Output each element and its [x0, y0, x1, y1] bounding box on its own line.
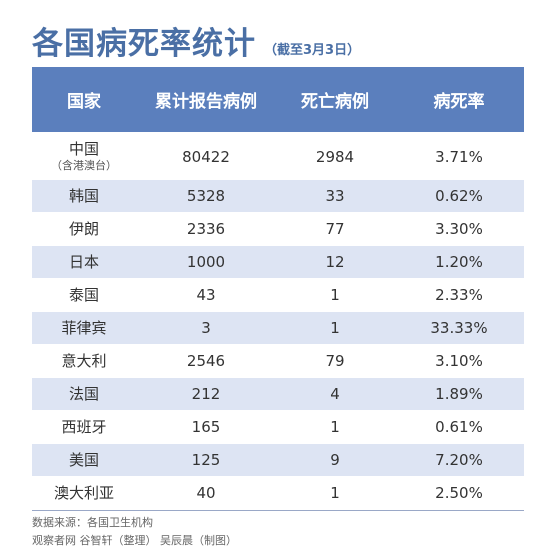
cell-country: 美国	[32, 451, 136, 469]
table-row: 日本 1000 12 1.20%	[32, 246, 524, 279]
page-title: 各国病死率统计	[32, 26, 256, 62]
page-subtitle: （截至3月3日）	[264, 43, 361, 58]
cell-deaths: 1	[330, 286, 340, 304]
title-row: 各国病死率统计 （截至3月3日）	[32, 18, 360, 63]
cell-country: 澳大利亚	[32, 484, 136, 502]
country-name: 泰国	[68, 286, 99, 304]
cell-country: 日本	[32, 253, 136, 271]
country-name: 澳大利亚	[53, 484, 114, 502]
cell-country: 泰国	[32, 286, 136, 304]
cell-deaths: 79	[325, 352, 345, 370]
table-row: 菲律宾 3 1 33.33%	[32, 312, 524, 345]
cell-cases: 40	[196, 484, 216, 502]
cell-rate: 0.62%	[435, 187, 483, 205]
cell-deaths: 77	[325, 220, 345, 238]
table-row: 澳大利亚 40 1 2.50%	[32, 477, 524, 510]
cell-cases: 5328	[186, 187, 226, 205]
source-text: 数据来源：各国卫生机构	[32, 516, 153, 529]
cell-country: 意大利	[32, 352, 136, 370]
cell-rate: 3.30%	[435, 220, 483, 238]
cell-country: 菲律宾	[32, 319, 136, 337]
fatality-table: 国家 累计报告病例 死亡病例 病死率 中国 （含港澳台） 80422 2984 3.71…	[32, 67, 524, 510]
cell-cases: 165	[191, 418, 221, 436]
cell-country: 伊朗	[32, 220, 136, 238]
source-note: 数据来源：各国卫生机构 观察者网 谷智轩（整理） 吴辰晨（制图）	[32, 514, 237, 550]
cell-deaths: 1	[330, 484, 340, 502]
header-cases: 累计报告病例	[155, 92, 257, 112]
header-country: 国家	[67, 92, 101, 112]
country-name: 韩国	[68, 187, 99, 205]
country-name: 中国	[68, 140, 99, 158]
cell-cases: 2336	[186, 220, 226, 238]
cell-deaths: 1	[330, 418, 340, 436]
cell-deaths: 4	[330, 385, 340, 403]
table-row: 泰国 43 1 2.33%	[32, 279, 524, 312]
cell-cases: 212	[191, 385, 221, 403]
cell-deaths: 1	[330, 319, 340, 337]
country-note: （含港澳台）	[51, 159, 117, 172]
country-name: 伊朗	[68, 220, 99, 238]
cell-country: 韩国	[32, 187, 136, 205]
credit-text: 观察者网 谷智轩（整理） 吴辰晨（制图）	[32, 534, 237, 547]
cell-cases: 43	[196, 286, 216, 304]
table-row: 中国 （含港澳台） 80422 2984 3.71%	[32, 134, 524, 180]
country-name: 日本	[68, 253, 99, 271]
cell-rate: 3.71%	[435, 147, 483, 166]
cell-deaths: 2984	[315, 147, 355, 166]
cell-rate: 7.20%	[435, 451, 483, 469]
table-row: 西班牙 165 1 0.61%	[32, 411, 524, 444]
cell-rate: 2.33%	[435, 286, 483, 304]
table-row: 伊朗 2336 77 3.30%	[32, 213, 524, 246]
country-name: 美国	[68, 451, 99, 469]
header-deaths: 死亡病例	[301, 92, 369, 112]
cell-deaths: 9	[330, 451, 340, 469]
table-row: 法国 212 4 1.89%	[32, 378, 524, 411]
cell-cases: 125	[191, 451, 221, 469]
cell-country: 中国 （含港澳台）	[32, 140, 136, 173]
country-name: 菲律宾	[61, 319, 107, 337]
country-name: 西班牙	[61, 418, 107, 436]
cell-cases: 2546	[186, 352, 226, 370]
cell-country: 西班牙	[32, 418, 136, 436]
cell-rate: 0.61%	[435, 418, 483, 436]
cell-rate: 33.33%	[430, 319, 488, 337]
cell-rate: 1.89%	[435, 385, 483, 403]
cell-deaths: 33	[325, 187, 345, 205]
table-row: 韩国 5328 33 0.62%	[32, 180, 524, 213]
cell-cases: 80422	[182, 147, 230, 166]
table-body: 中国 （含港澳台） 80422 2984 3.71% 韩国 5328 33 0.62% 伊朗 233…	[32, 134, 524, 510]
country-name: 法国	[68, 385, 99, 403]
country-name: 意大利	[61, 352, 107, 370]
divider	[32, 510, 524, 511]
cell-rate: 2.50%	[435, 484, 483, 502]
cell-deaths: 12	[325, 253, 345, 271]
cell-rate: 3.10%	[435, 352, 483, 370]
cell-cases: 1000	[186, 253, 226, 271]
cell-rate: 1.20%	[435, 253, 483, 271]
table-row: 意大利 2546 79 3.10%	[32, 345, 524, 378]
table-row: 美国 125 9 7.20%	[32, 444, 524, 477]
cell-country: 法国	[32, 385, 136, 403]
table-header: 国家 累计报告病例 死亡病例 病死率	[32, 67, 524, 134]
header-rate: 病死率	[433, 92, 485, 112]
cell-cases: 3	[201, 319, 211, 337]
